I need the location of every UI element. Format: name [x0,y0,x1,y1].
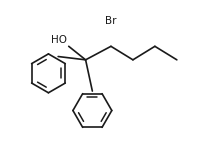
Text: Br: Br [105,16,116,26]
Text: HO: HO [51,36,67,46]
